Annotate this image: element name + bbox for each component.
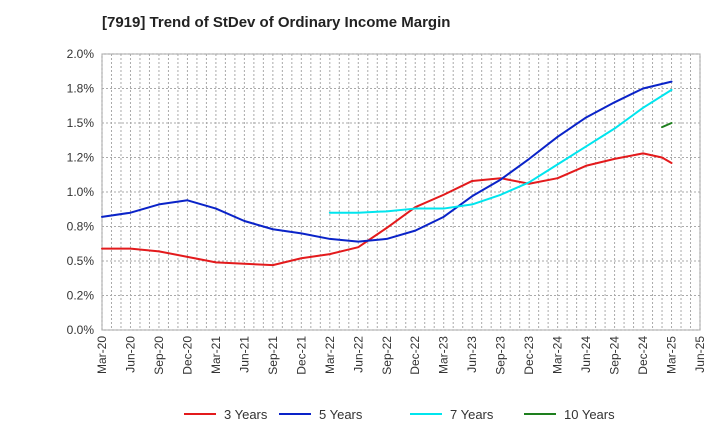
x-tick-label: Jun-21 — [237, 336, 251, 373]
series-line-10-years — [661, 122, 673, 129]
legend-layer: 3 Years 5 Years 7 Years 10 Years — [184, 407, 615, 422]
y-tick-label: 1.5% — [67, 116, 95, 130]
x-tick-label: Dec-20 — [180, 336, 194, 375]
x-tick-label: Jun-23 — [465, 336, 479, 373]
y-tick-label: 0.0% — [67, 323, 95, 337]
x-tick-label: Dec-23 — [522, 336, 536, 375]
legend-label: 7 Years — [450, 407, 494, 422]
x-tick-label: Sep-22 — [380, 336, 394, 375]
x-tick-label: Sep-21 — [266, 336, 280, 375]
x-tick-label: Jun-20 — [123, 336, 137, 373]
axis-layer: 0.0% 0.2% 0.5% 0.8% 1.0% 1.2% 1.5% 1.8% 2.0% Mar-… — [67, 47, 707, 375]
series-line-3-years — [101, 152, 673, 267]
y-tick-label: 1.0% — [67, 185, 95, 199]
x-tick-label: Mar-24 — [551, 336, 565, 374]
y-tick-label: 0.8% — [67, 220, 95, 234]
x-tick-label: Jun-25 — [693, 336, 707, 373]
y-tick-label: 2.0% — [67, 47, 95, 61]
chart-title: [7919] Trend of StDev of Ordinary Income… — [102, 14, 451, 31]
y-tick-label: 0.5% — [67, 254, 95, 268]
x-tick-label: Dec-21 — [294, 336, 308, 375]
y-tick-label: 1.8% — [67, 82, 95, 96]
x-tick-label: Jun-24 — [579, 336, 593, 373]
x-tick-label: Dec-24 — [636, 336, 650, 375]
x-tick-label: Mar-20 — [95, 336, 109, 374]
series-line-7-years — [328, 88, 673, 214]
x-tick-label: Mar-23 — [437, 336, 451, 374]
series-line-5-years — [101, 80, 673, 243]
series-layer — [101, 80, 673, 267]
x-tick-label: Mar-22 — [323, 336, 337, 374]
grid-layer — [101, 53, 701, 331]
x-tick-label: Sep-23 — [494, 336, 508, 375]
legend-label: 3 Years — [224, 407, 268, 422]
x-tick-label: Mar-25 — [665, 336, 679, 374]
legend-label: 10 Years — [564, 407, 615, 422]
x-tick-label: Sep-20 — [152, 336, 166, 375]
x-tick-label: Sep-24 — [608, 336, 622, 375]
x-tick-label: Dec-22 — [408, 336, 422, 375]
x-tick-label: Jun-22 — [351, 336, 365, 373]
y-tick-label: 0.2% — [67, 289, 95, 303]
legend-label: 5 Years — [319, 407, 363, 422]
x-tick-label: Mar-21 — [209, 336, 223, 374]
y-tick-label: 1.2% — [67, 151, 95, 165]
